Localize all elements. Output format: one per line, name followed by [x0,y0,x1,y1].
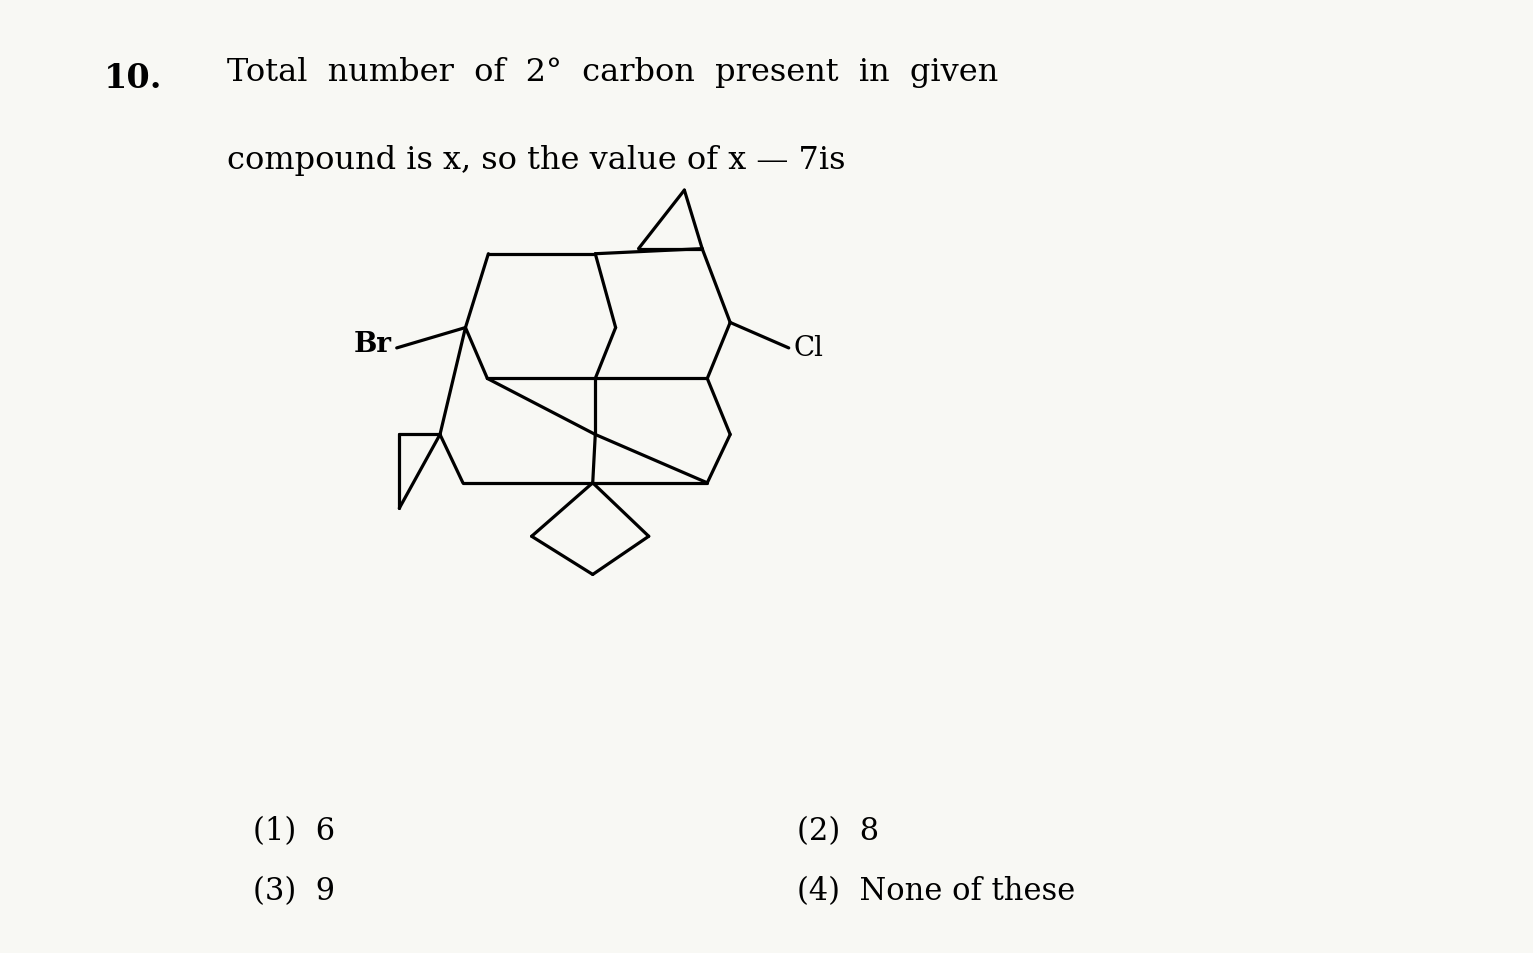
Text: 10.: 10. [104,62,162,95]
Text: (3)  9: (3) 9 [253,875,334,905]
Text: Br: Br [354,331,392,357]
Text: (1)  6: (1) 6 [253,815,336,845]
Text: compound is x, so the value of x — 7is: compound is x, so the value of x — 7is [227,145,845,175]
Text: (2)  8: (2) 8 [797,815,880,845]
Text: (4)  None of these: (4) None of these [797,875,1076,905]
Text: Cl: Cl [793,335,823,362]
Text: Total  number  of  2°  carbon  present  in  given: Total number of 2° carbon present in giv… [227,57,998,88]
